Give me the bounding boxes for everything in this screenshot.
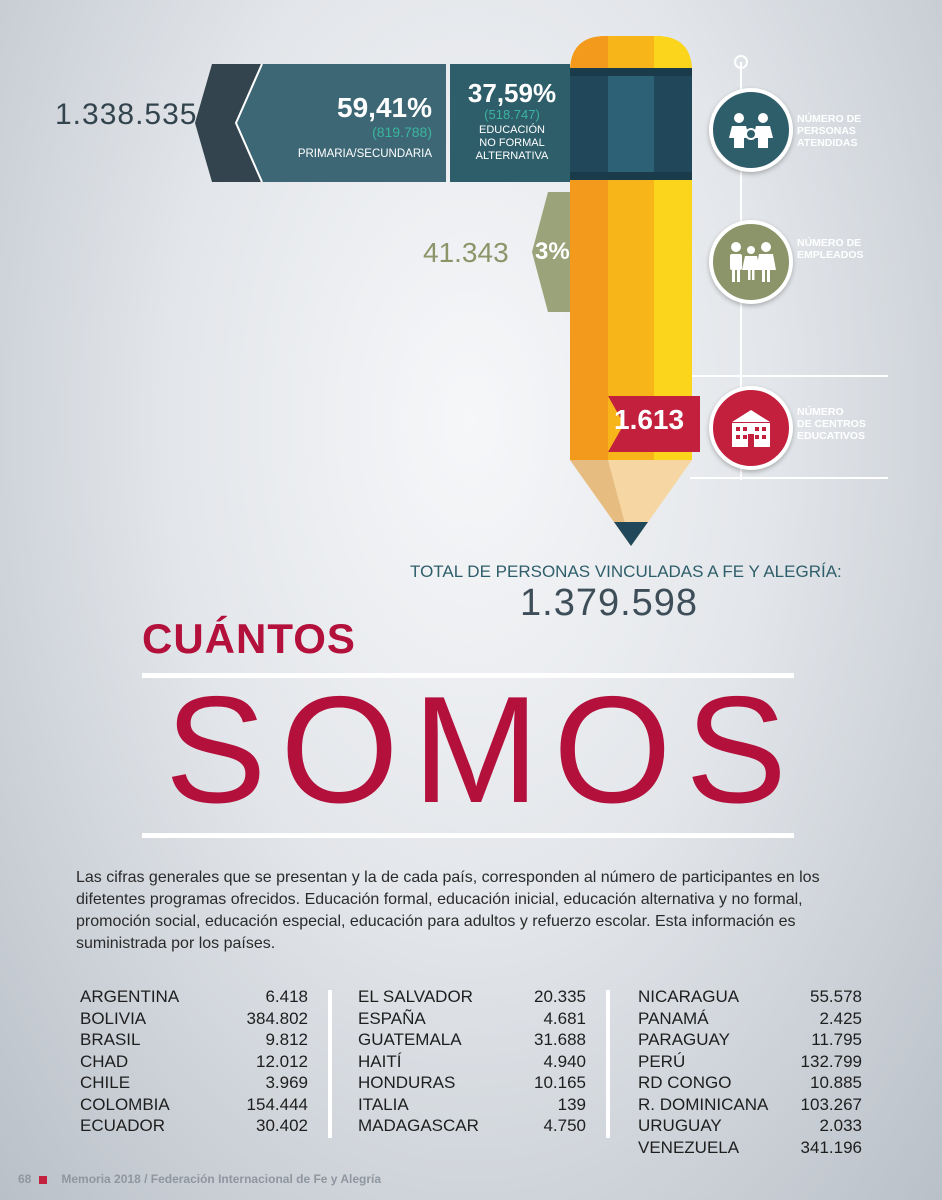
countries-column-2: EL SALVADOR 20.335 ESPAÑA 4.681 GUATEMALA 3… [358,986,586,1137]
timeline-dot [734,55,748,69]
total-label: TOTAL DE PERSONAS VINCULADAS A FE Y ALEG… [410,562,842,581]
table-row: COLOMBIA 154.444 [80,1094,308,1114]
school-building-icon [709,386,793,470]
formal-count: (819.788) [372,124,432,140]
arrow-chevron [234,63,263,183]
empleados-legend: NÚMERO DE EMPLEADOS [797,237,864,261]
table-row: CHILE 3.969 [80,1073,308,1092]
heading-large: SOMOS [165,665,801,835]
table-row: PERÚ 132.799 [638,1051,862,1071]
formal-percent: 59,41% [337,92,432,123]
intro-paragraph: Las cifras generales que se presentan y … [76,869,820,952]
noformal-count: (518.747) [484,107,540,122]
table-row: BRASIL 9.812 [80,1030,308,1049]
noformal-label: EDUCACIÓN NO FORMAL ALTERNATIVA [475,124,549,162]
table-row: PARAGUAY 11.795 [638,1030,862,1049]
table-row: PANAMÁ 2.425 [638,1008,862,1028]
heading-rule-top [142,673,794,678]
pencil-infographic [195,36,888,546]
countries-column-1: ARGENTINA 6.418 BOLIVIA 384.802 BRASIL 9.81… [80,986,308,1137]
pencil-lead [614,522,648,546]
page-footer: 68 Memoria 2018 / Federación Internaciona… [18,1172,381,1186]
centros-legend: NÚMERO DE CENTROS EDUCATIVOS [797,406,866,442]
personas-legend: NÚMERO DE PERSONAS ATENDIDAS [797,113,862,149]
column-divider [328,990,332,1138]
arrow-empleados [532,192,572,312]
table-row: VENEZUELA 341.196 [638,1137,862,1157]
table-row: URUGUAY 2.033 [638,1116,862,1135]
table-row: HAITÍ 4.940 [358,1051,586,1071]
footer-text: Memoria 2018 / Federación Internacional … [61,1172,382,1186]
centros-value: 1.613 [614,404,685,435]
empleados-value: 41.343 [423,237,509,268]
total-value: 1.379.598 [520,582,699,624]
table-row: ESPAÑA 4.681 [358,1008,586,1028]
page-number: 68 [18,1172,32,1186]
footer-square [39,1175,48,1184]
table-row: BOLIVIA 384.802 [80,1008,308,1028]
table-row: MADAGASCAR 4.750 [358,1116,586,1135]
table-row: ECUADOR 30.402 [80,1116,308,1135]
table-row: R. DOMINICANA 103.267 [638,1094,862,1114]
table-row: GUATEMALA 31.688 [358,1030,586,1049]
adults-icon [709,220,793,304]
column-divider [606,990,610,1138]
personas-total: 1.338.535 [55,98,198,131]
arrow-formal-fill [236,64,446,182]
countries-column-3: NICARAGUA 55.578 PANAMÁ 2.425 PARAGUAY 11.7… [638,986,862,1158]
heading-rule-bottom [142,833,794,838]
table-row: ITALIA 139 [358,1094,586,1114]
table-row: NICARAGUA 55.578 [638,987,862,1006]
empleados-percent: 3% [535,238,570,265]
arrow-noformal-fill [450,64,570,182]
table-row: HONDURAS 10.165 [358,1073,586,1092]
table-row: EL SALVADOR 20.335 [358,987,586,1006]
children-icon [709,88,793,172]
table-row: CHAD 12.012 [80,1051,308,1071]
heading-small: CUÁNTOS [142,615,356,662]
table-row: RD CONGO 10.885 [638,1073,862,1092]
formal-label: PRIMARIA/SECUNDARIA [297,148,432,160]
table-row: ARGENTINA 6.418 [80,987,308,1006]
noformal-percent: 37,59% [467,78,557,108]
centros-banner [608,396,700,452]
